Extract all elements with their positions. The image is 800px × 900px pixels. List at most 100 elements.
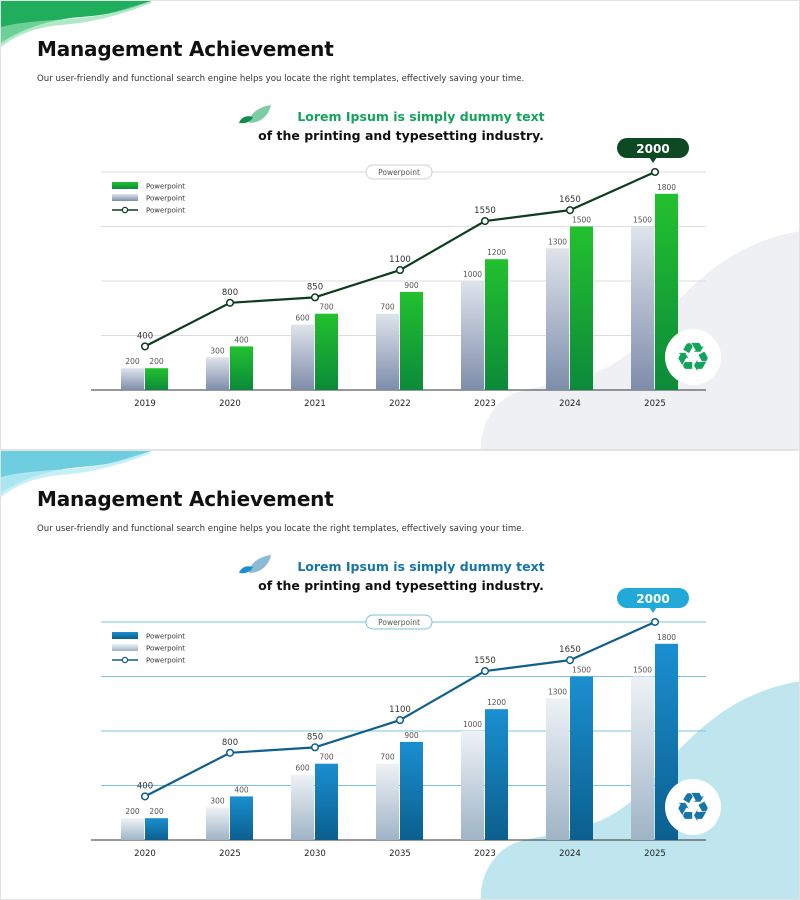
chart-title: Powerpoint xyxy=(378,618,420,627)
bar-series-2-2020 xyxy=(230,346,253,390)
bar-label-series-2: 400 xyxy=(234,335,249,344)
legend-swatch-series-1 xyxy=(112,194,138,201)
legend-label: Powerpoint xyxy=(146,633,185,641)
bar-series-2-2035 xyxy=(400,741,423,840)
chart-2: Powerpoint 200 200 2020 300 400 2025 600 700 2030… xyxy=(91,588,721,859)
bar-label-series-2: 1800 xyxy=(657,183,676,192)
background-blob xyxy=(480,681,799,899)
legend-label: Powerpoint xyxy=(146,645,185,653)
bar-label-series-2: 700 xyxy=(319,753,334,762)
bar-label-series-2: 900 xyxy=(404,281,419,290)
page-title: Management Achievement xyxy=(37,37,334,61)
bar-series-2-2019 xyxy=(145,368,168,390)
line-point xyxy=(310,293,320,302)
line-point xyxy=(225,298,235,307)
bar-series-1-2020 xyxy=(206,357,229,390)
line-point xyxy=(310,743,320,752)
headline-line-2: of the printing and typesetting industry… xyxy=(258,128,544,143)
line-label: 850 xyxy=(307,732,323,742)
line-label: 1650 xyxy=(559,195,581,205)
line-label: 850 xyxy=(307,282,323,292)
legend-label: Powerpoint xyxy=(146,183,185,191)
x-tick-label: 2024 xyxy=(559,849,581,859)
bar-label-series-1: 200 xyxy=(125,807,140,816)
bar-label-series-1: 300 xyxy=(210,796,225,805)
bar-series-1-2024 xyxy=(546,698,569,840)
line-label: 400 xyxy=(137,331,153,341)
line-point xyxy=(480,667,490,676)
bar-series-1-2025 xyxy=(631,226,654,390)
bar-label-series-1: 1500 xyxy=(633,666,652,675)
bar-label-series-1: 1000 xyxy=(463,270,482,279)
x-tick-label: 2022 xyxy=(389,399,411,409)
page-subtitle: Our user-friendly and functional search … xyxy=(37,524,525,534)
line-label: 1550 xyxy=(474,656,496,666)
legend-label: Powerpoint xyxy=(146,657,185,665)
recycle-icon: ♻ xyxy=(675,335,711,381)
bar-series-1-2024 xyxy=(546,248,569,390)
corner-swoosh-light xyxy=(1,451,151,497)
chart-title-pill xyxy=(365,164,433,180)
legend-swatch-line-marker xyxy=(121,656,129,664)
headline: Lorem Ipsum is simply dummy text of the … xyxy=(241,559,561,593)
bar-series-2-2024 xyxy=(570,226,593,390)
x-tick-label: 2023 xyxy=(474,399,496,409)
line-point xyxy=(565,206,575,215)
bar-series-1-2019 xyxy=(121,368,144,390)
bar-series-2-2030 xyxy=(315,763,338,840)
page-title: Management Achievement xyxy=(37,487,334,511)
bar-series-2-2021 xyxy=(315,313,338,390)
x-tick-label: 2019 xyxy=(134,399,156,409)
x-tick-label: 2025 xyxy=(644,849,666,859)
bar-label-series-1: 1000 xyxy=(463,720,482,729)
x-tick-label: 2025 xyxy=(219,849,241,859)
legend-label: Powerpoint xyxy=(146,195,185,203)
headline-line-1: Lorem Ipsum is simply dummy text xyxy=(297,109,545,124)
bar-series-2-2024 xyxy=(570,676,593,840)
bar-label-series-1: 600 xyxy=(295,764,310,773)
legend-label: Powerpoint xyxy=(146,207,185,215)
line-label: 1650 xyxy=(559,645,581,655)
page-subtitle: Our user-friendly and functional search … xyxy=(37,74,525,84)
corner-swoosh-dark xyxy=(1,1,151,43)
bar-series-1-2035 xyxy=(376,763,399,840)
x-tick-label: 2025 xyxy=(644,399,666,409)
bar-label-series-2: 700 xyxy=(319,303,334,312)
chart-1: Powerpoint 200 200 2019 300 400 2020 600 700 2021… xyxy=(91,138,721,409)
line-point xyxy=(225,748,235,757)
x-tick-label: 2024 xyxy=(559,399,581,409)
x-tick-label: 2023 xyxy=(474,849,496,859)
bar-label-series-1: 600 xyxy=(295,314,310,323)
x-tick-label: 2020 xyxy=(134,849,156,859)
bar-series-1-2023 xyxy=(461,731,484,840)
slide-2: Management Achievement Our user-friendly… xyxy=(0,450,800,900)
highlight-label: 2000 xyxy=(636,592,669,606)
x-tick-label: 2020 xyxy=(219,399,241,409)
line-point xyxy=(395,716,405,725)
bar-series-1-2025 xyxy=(631,676,654,840)
bar-label-series-1: 1300 xyxy=(548,687,567,696)
legend-swatch-series-2 xyxy=(112,182,138,189)
bar-series-2-2020 xyxy=(145,818,168,840)
highlight-badge xyxy=(617,588,689,608)
bar-label-series-2: 1800 xyxy=(657,633,676,642)
bar-series-1-2020 xyxy=(121,818,144,840)
leaf-icon xyxy=(239,105,271,124)
line-label: 800 xyxy=(222,738,238,748)
line-point xyxy=(140,792,150,801)
line-point xyxy=(650,167,660,177)
legend-swatch-series-1 xyxy=(112,644,138,651)
bar-label-series-2: 1200 xyxy=(487,248,506,257)
bar-label-series-2: 1500 xyxy=(572,666,591,675)
headline: Lorem Ipsum is simply dummy text of the … xyxy=(241,109,561,143)
bar-series-2-2022 xyxy=(400,291,423,390)
legend-swatch-series-2 xyxy=(112,632,138,639)
bar-series-2-2023 xyxy=(485,709,508,840)
line-label: 1100 xyxy=(389,255,411,265)
x-tick-label: 2021 xyxy=(304,399,326,409)
highlight-badge xyxy=(617,138,689,158)
line-point xyxy=(395,266,405,275)
line-label: 800 xyxy=(222,288,238,298)
slide-1: Management Achievement Our user-friendly… xyxy=(0,0,800,450)
bar-label-series-1: 700 xyxy=(380,753,395,762)
